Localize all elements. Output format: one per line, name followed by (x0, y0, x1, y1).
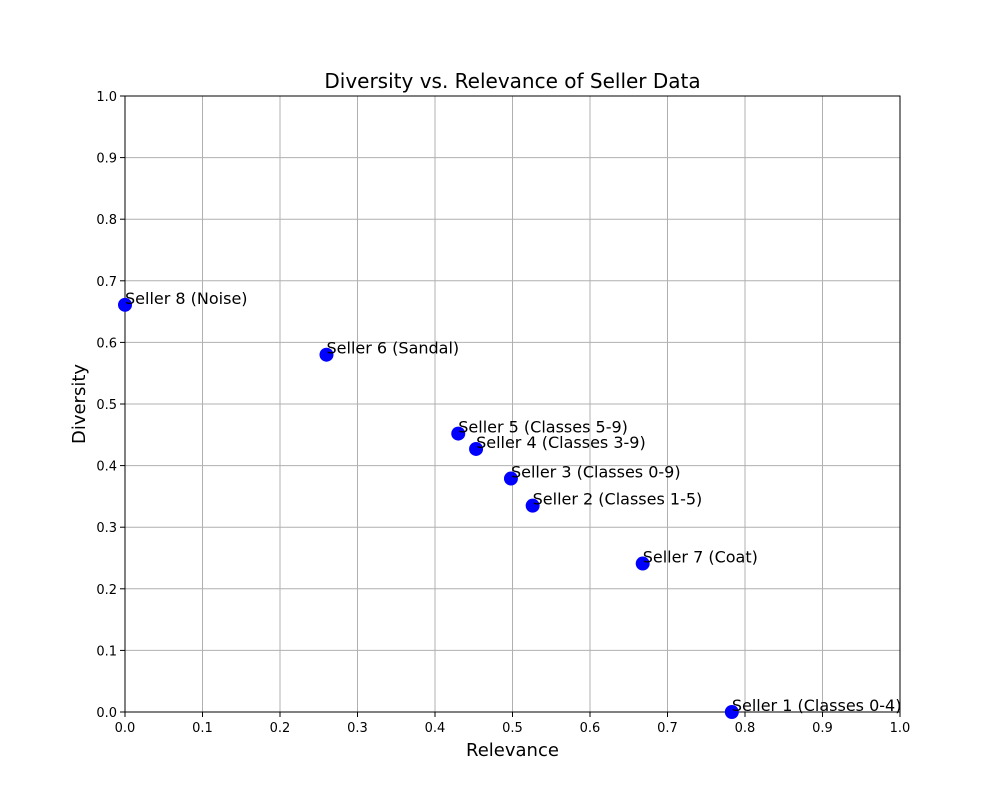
x-tick-label: 0.6 (580, 721, 601, 736)
y-tick-label: 0.6 (96, 336, 117, 351)
point-label: Seller 1 (Classes 0-4) (732, 696, 902, 715)
x-tick-label: 0.0 (115, 721, 136, 736)
point-label: Seller 3 (Classes 0-9) (511, 463, 681, 482)
data-point (118, 297, 132, 312)
y-tick-label: 0.9 (96, 152, 117, 167)
plot-frame (124, 95, 901, 713)
y-tick-label: 0.1 (96, 644, 117, 659)
data-point (503, 471, 518, 486)
data-points (118, 297, 739, 719)
point-label: Seller 4 (Classes 3-9) (476, 433, 646, 452)
y-tick-label: 0.2 (96, 583, 117, 598)
point-label: Seller 2 (Classes 1-5) (533, 490, 703, 509)
point-label: Seller 8 (Noise) (125, 289, 248, 308)
y-axis-label: Diversity (69, 364, 90, 444)
data-point (469, 441, 484, 456)
data-point (451, 426, 466, 441)
y-tick-label: 0.8 (96, 213, 117, 228)
x-axis-ticks: 0.0 0.1 0.2 0.3 0.4 0.5 0.6 0.7 0.8 0.9 1.0 (115, 712, 911, 736)
data-point (635, 556, 650, 571)
point-label: Seller 5 (Classes 5-9) (458, 418, 628, 437)
point-labels: Seller 1 (Classes 0-4) Seller 2 (Classes … (125, 289, 901, 715)
grid (124, 95, 901, 713)
x-tick-label: 0.3 (347, 721, 368, 736)
y-tick-label: 0.3 (96, 521, 117, 536)
chart-title: Diversity vs. Relevance of Seller Data (324, 69, 700, 93)
data-point (319, 347, 334, 362)
data-point (525, 498, 540, 513)
x-tick-label: 0.1 (192, 721, 213, 736)
x-tick-label: 0.8 (735, 721, 756, 736)
x-tick-label: 1.0 (890, 721, 911, 736)
y-tick-label: 1.0 (96, 90, 117, 105)
point-label: Seller 7 (Coat) (643, 548, 758, 567)
point-label: Seller 6 (Sandal) (327, 339, 460, 358)
y-tick-label: 0.0 (96, 706, 117, 721)
x-tick-label: 0.9 (812, 721, 833, 736)
x-axis-label: Relevance (466, 740, 559, 761)
data-point (724, 705, 739, 719)
x-tick-label: 0.7 (657, 721, 678, 736)
x-tick-label: 0.2 (270, 721, 291, 736)
y-tick-label: 0.4 (96, 460, 117, 475)
x-tick-label: 0.5 (502, 721, 523, 736)
y-tick-label: 0.5 (96, 398, 117, 413)
y-axis-ticks: 0.0 0.1 0.2 0.3 0.4 0.5 0.6 0.7 0.8 0.9 1.0 (96, 90, 125, 721)
x-tick-label: 0.4 (425, 721, 446, 736)
y-tick-label: 0.7 (96, 275, 117, 290)
